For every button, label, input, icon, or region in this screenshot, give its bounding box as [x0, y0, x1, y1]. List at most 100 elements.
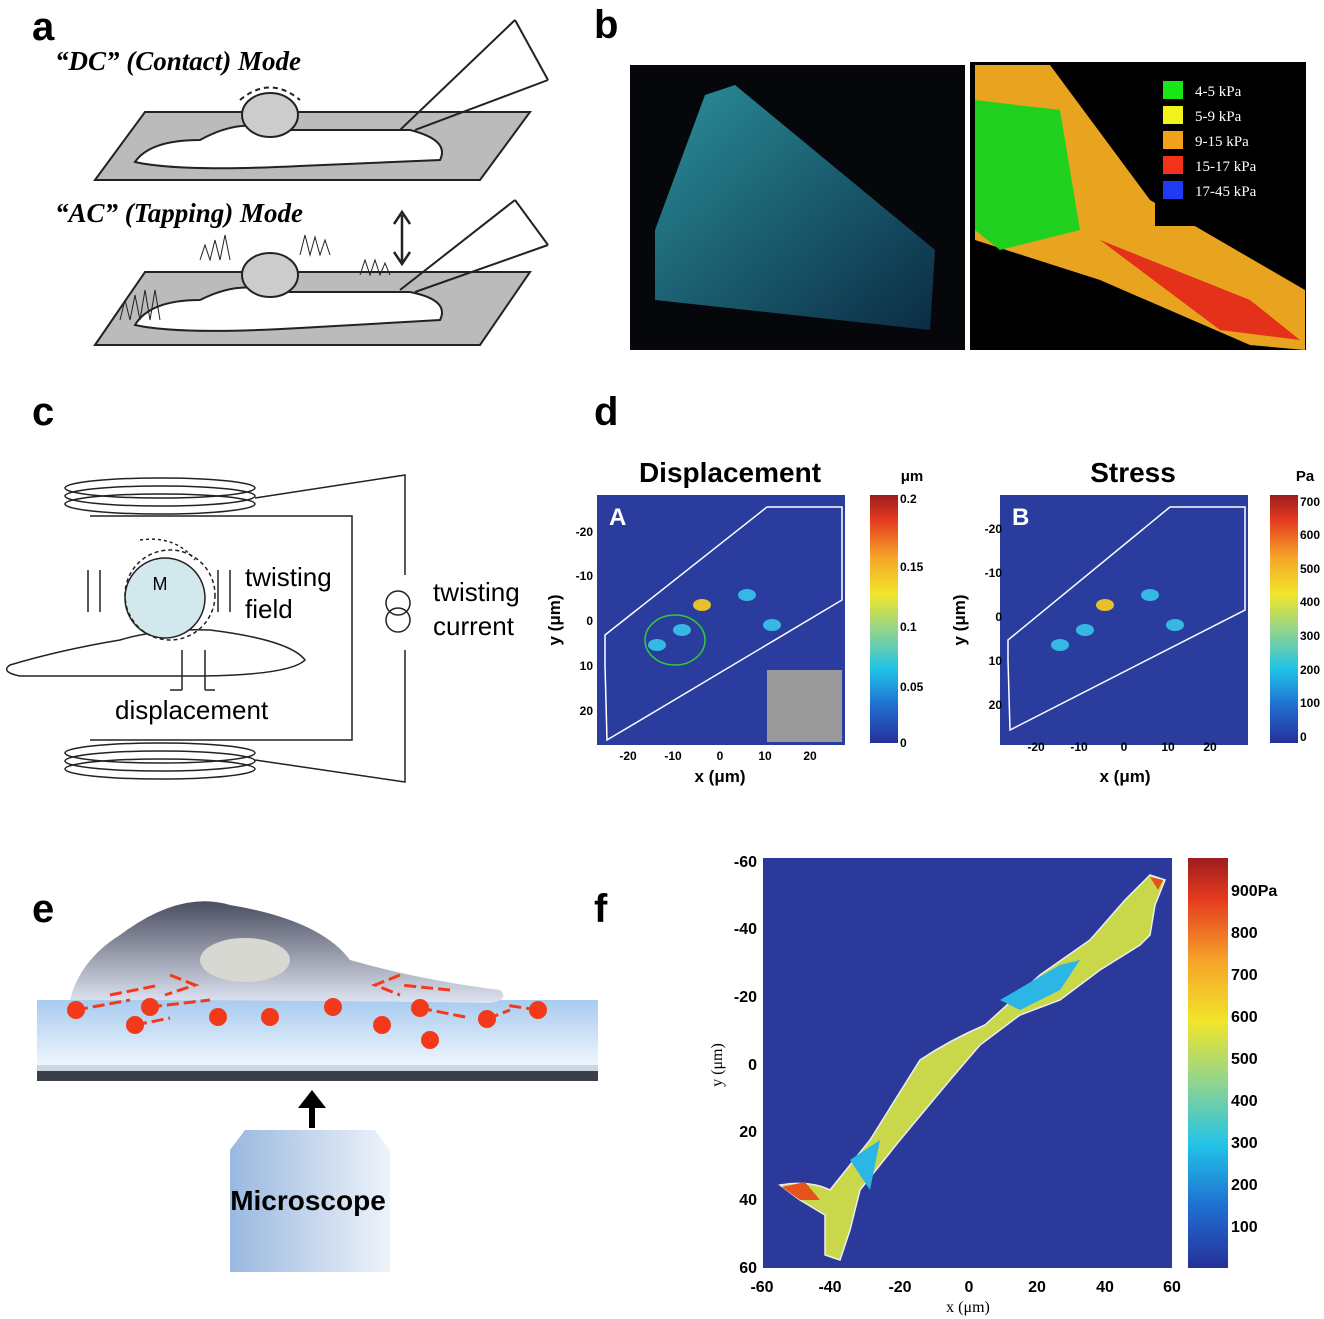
legend-swatch — [1163, 131, 1183, 149]
legend-label: 9-15 kPa — [1195, 134, 1249, 150]
x-tick-label: 60 — [1163, 1279, 1181, 1296]
current-label: current — [433, 611, 515, 641]
heatmap — [1000, 495, 1248, 745]
y-axis-label: y (μm) — [950, 594, 969, 645]
x-tick-label: 20 — [803, 749, 817, 763]
y-tick-label: -10 — [576, 569, 594, 583]
y-tick-label: 60 — [739, 1260, 757, 1277]
colorbar — [870, 495, 898, 743]
y-tick-label: -10 — [985, 566, 1003, 580]
legend-label: 15-17 kPa — [1195, 159, 1257, 175]
x-tick-label: -20 — [619, 749, 637, 763]
x-tick-label: 0 — [717, 749, 724, 763]
field-label: field — [245, 594, 293, 624]
x-tick-label: -20 — [888, 1279, 911, 1296]
panel-label: d — [594, 390, 618, 434]
panel-label: b — [594, 3, 618, 47]
hotspot — [738, 589, 756, 601]
x-axis-label: x (μm) — [1099, 767, 1150, 786]
y-tick-label: 40 — [739, 1192, 757, 1209]
x-tick-label: -20 — [1027, 740, 1045, 754]
colorbar-tick-label: 900Pa — [1231, 883, 1277, 900]
y-tick-label: 0 — [586, 614, 593, 628]
colorbar-tick-label: 0 — [1300, 730, 1307, 744]
colorbar-tick-label: 400 — [1231, 1093, 1258, 1110]
plot-letter: B — [1012, 504, 1029, 531]
panel-label: a — [32, 5, 55, 49]
y-tick-label: 20 — [989, 698, 1003, 712]
afm-contact — [95, 20, 548, 180]
y-tick-label: -20 — [576, 525, 594, 539]
hotspot — [673, 624, 691, 636]
panel-label: f — [594, 887, 608, 931]
x-tick-label: 20 — [1028, 1279, 1046, 1296]
x-axis-label: x (μm) — [946, 1299, 990, 1316]
hotspot — [1166, 619, 1184, 631]
colorbar-unit: Pa — [1296, 468, 1315, 485]
hotspot — [1051, 639, 1069, 651]
displacement-label: displacement — [115, 695, 269, 725]
colorbar-tick-label: 500 — [1231, 1051, 1258, 1068]
colorbar-tick-label: 500 — [1300, 562, 1320, 576]
y-tick-label: -20 — [734, 989, 757, 1006]
colorbar-tick-label: 700 — [1300, 495, 1320, 509]
colorbar-tick-label: 700 — [1231, 967, 1258, 984]
panel-label: c — [32, 390, 54, 434]
plot-title: Stress — [1090, 457, 1176, 488]
tfm-diagram — [37, 901, 598, 1272]
legend-label: 17-45 kPa — [1195, 184, 1257, 200]
colorbar-tick-label: 300 — [1231, 1135, 1258, 1152]
colorbar-tick-label: 300 — [1300, 629, 1320, 643]
colorbar-tick-label: 0.1 — [900, 620, 917, 634]
x-axis-label: x (μm) — [694, 767, 745, 786]
hotspot — [693, 599, 711, 611]
legend-swatch — [1163, 156, 1183, 174]
colorbar-tick-label: 600 — [1300, 528, 1320, 542]
x-tick-label: 10 — [1161, 740, 1175, 754]
y-tick-label: 0 — [748, 1057, 757, 1074]
tfm-plots: DisplacementAμm0.20.150.10.050-20-100102… — [545, 457, 1320, 786]
colorbar-tick-label: 0.15 — [900, 560, 924, 574]
hotspot — [1096, 599, 1114, 611]
x-tick-label: 10 — [758, 749, 772, 763]
legend-label: 4-5 kPa — [1195, 84, 1242, 100]
y-tick-label: -20 — [985, 522, 1003, 536]
colorbar-tick-label: 100 — [1300, 696, 1320, 710]
mtc-diagram — [7, 475, 410, 782]
colorbar — [1188, 858, 1228, 1268]
colorbar-tick-label: 400 — [1300, 595, 1320, 609]
x-tick-label: -10 — [664, 749, 682, 763]
plot-title: Displacement — [639, 457, 821, 488]
y-tick-label: -40 — [734, 921, 757, 938]
y-tick-label: 10 — [989, 654, 1003, 668]
legend-swatch — [1163, 181, 1183, 199]
panel-label: e — [32, 887, 54, 931]
legend: 4-5 kPa 5-9 kPa 9-15 kPa 15-17 kPa 17-45 kPa — [1155, 76, 1290, 226]
x-tick-label: 20 — [1203, 740, 1217, 754]
y-tick-label: 10 — [580, 659, 594, 673]
y-tick-label: -60 — [734, 854, 757, 871]
inset-image — [767, 670, 842, 742]
hotspot — [1076, 624, 1094, 636]
colorbar-unit: μm — [901, 468, 924, 485]
figure: a “DC” (Contact) Mode “AC” (Tapping) Mod… — [0, 0, 1324, 1319]
plot-letter: A — [609, 504, 626, 531]
legend-swatch — [1163, 81, 1183, 99]
x-tick-label: -40 — [818, 1279, 841, 1296]
mode-title: “AC” (Tapping) Mode — [55, 198, 303, 228]
legend-label: 5-9 kPa — [1195, 109, 1242, 125]
y-tick-label: 20 — [739, 1124, 757, 1141]
y-axis-label: y (μm) — [545, 594, 564, 645]
colorbar-tick-label: 800 — [1231, 925, 1258, 942]
colorbar-tick-label: 200 — [1231, 1177, 1258, 1194]
bead-label: M — [153, 574, 168, 594]
colorbar-tick-label: 200 — [1300, 663, 1320, 677]
microscope-label: Microscope — [230, 1185, 386, 1216]
x-tick-label: -10 — [1070, 740, 1088, 754]
field-label: twisting — [245, 562, 332, 592]
hotspot — [763, 619, 781, 631]
x-tick-label: -60 — [750, 1279, 773, 1296]
colorbar-tick-label: 100 — [1231, 1219, 1258, 1236]
colorbar — [1270, 495, 1298, 743]
current-label: twisting — [433, 577, 520, 607]
